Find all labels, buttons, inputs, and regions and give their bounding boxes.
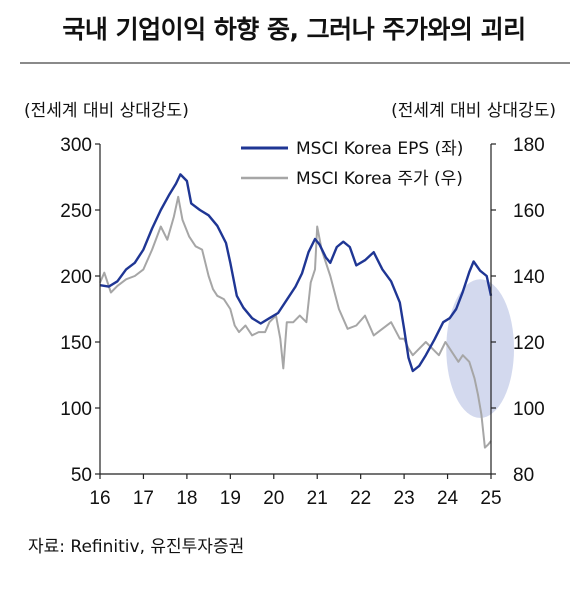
right-axis-note: (전세계 대비 상대강도): [391, 101, 556, 121]
right-tick-label: 80: [513, 465, 534, 486]
highlight-layer: [446, 279, 515, 418]
x-tick-label: 23: [394, 488, 415, 509]
left-tick-label: 200: [60, 267, 92, 288]
chart-title: 국내 기업이익 하향 중, 그러나 주가와의 괴리: [62, 15, 526, 44]
right-tick-label: 180: [513, 135, 545, 156]
left-tick-label: 250: [60, 201, 92, 222]
x-tick-label: 20: [263, 488, 284, 509]
right-tick-label: 160: [513, 201, 545, 222]
left-tick-label: 300: [60, 135, 92, 156]
left-tick-label: 150: [60, 333, 92, 354]
legend-label-price: MSCI Korea 주가 (우): [296, 169, 463, 189]
x-tick-label: 17: [133, 488, 154, 509]
x-tick-label: 25: [480, 488, 501, 509]
legend-label-eps: MSCI Korea EPS (좌): [296, 139, 463, 159]
legend: MSCI Korea EPS (좌) MSCI Korea 주가 (우): [241, 139, 463, 189]
title-divider: [20, 62, 570, 64]
price-series-line: [99, 195, 492, 449]
x-tick-label: 24: [437, 488, 459, 509]
right-tick-label: 140: [513, 267, 545, 288]
x-tick-label: 16: [89, 488, 110, 509]
left-axis-note: (전세계 대비 상대강도): [24, 101, 189, 121]
left-tick-label: 100: [60, 399, 92, 420]
x-tick-label: 18: [176, 488, 197, 509]
right-tick-label: 120: [513, 333, 545, 354]
x-tick-label: 22: [350, 488, 371, 509]
eps-series-line: [99, 173, 493, 373]
x-tick-label: 21: [307, 488, 328, 509]
right-tick-label: 100: [513, 399, 545, 420]
axis-layer: 300 250 200 150 100 50 180 160 140 120 100 80 16 17 18…: [60, 135, 544, 509]
series-layer: [99, 173, 493, 449]
x-tick-label: 19: [220, 488, 241, 509]
left-tick-label: 50: [71, 465, 92, 486]
highlight-ellipse: [446, 279, 515, 418]
source-note: 자료: Refinitiv, 유진투자증권: [28, 537, 245, 557]
